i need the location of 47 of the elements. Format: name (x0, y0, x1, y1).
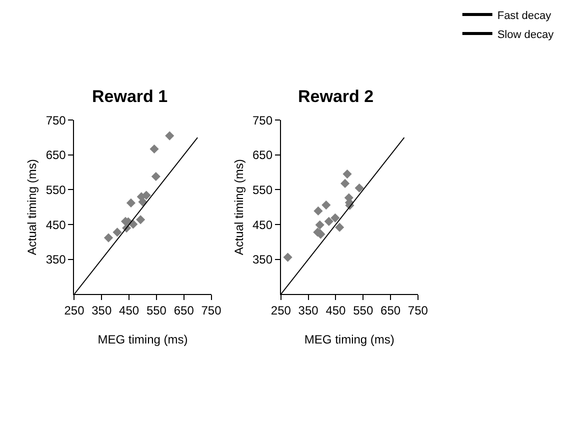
y-tick-label: 650 (252, 148, 273, 162)
chart-title: Reward 1 (92, 87, 168, 106)
x-tick-label: 550 (146, 304, 167, 318)
point (150, 144, 159, 154)
x-tick-label: 450 (119, 304, 140, 318)
y-tick-label: 750 (46, 113, 66, 128)
legend-label: Slow decay (497, 28, 554, 41)
y-tick-label: 550 (46, 182, 66, 197)
point (136, 215, 146, 224)
legend-label: Fast decay (497, 10, 552, 22)
x-axis-title: MEG timing (ms) (98, 332, 188, 346)
y-tick-label: 350 (46, 252, 66, 267)
point (283, 252, 292, 262)
x-tick-label: 650 (174, 304, 194, 318)
point (330, 213, 340, 222)
x-tick-label: 550 (353, 304, 374, 318)
point (126, 198, 136, 208)
point (335, 222, 344, 232)
point (354, 183, 364, 193)
y-tick-label: 650 (46, 148, 66, 162)
point (112, 228, 122, 237)
point (165, 131, 174, 140)
point (324, 216, 334, 226)
x-tick-label: 450 (326, 304, 346, 318)
y-axis-title: Actual timing (ms) (232, 159, 246, 256)
point (104, 233, 114, 242)
point (322, 200, 331, 210)
point (340, 178, 350, 188)
point (151, 172, 160, 182)
y-tick-label: 350 (252, 252, 273, 267)
x-tick-label: 650 (380, 304, 401, 318)
x-axis-title: MEG timing (ms) (304, 332, 394, 346)
y-axis-title: Actual timing (ms) (25, 159, 40, 256)
point (314, 206, 323, 216)
x-tick-label: 350 (298, 304, 319, 318)
y-tick-label: 750 (252, 113, 273, 128)
point (315, 220, 324, 230)
point (342, 170, 352, 179)
x-tick-label: 350 (92, 304, 112, 318)
x-tick-label: 250 (64, 304, 85, 318)
y-tick-label: 450 (252, 218, 273, 232)
chart-title: Reward 2 (298, 87, 374, 106)
y-tick-label: 450 (46, 218, 66, 232)
x-tick-label: 250 (270, 304, 292, 318)
x-tick-label: 750 (201, 304, 222, 318)
x-tick-label: 750 (408, 304, 428, 318)
y-tick-label: 550 (252, 182, 273, 197)
